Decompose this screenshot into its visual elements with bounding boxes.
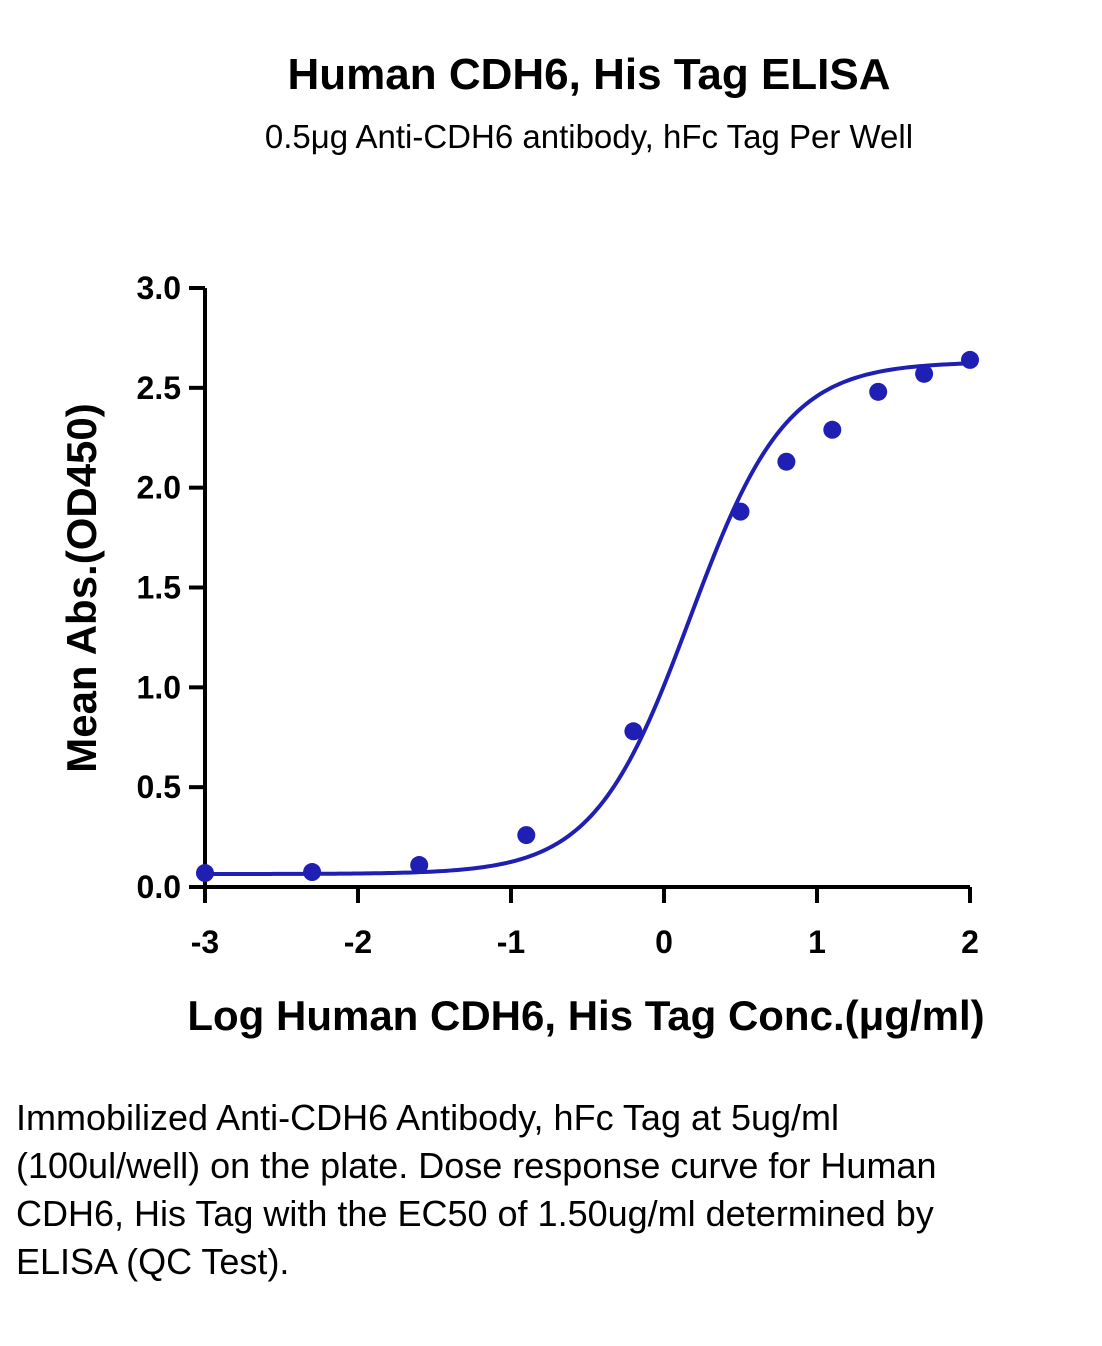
chart-title: Human CDH6, His Tag ELISA (287, 50, 891, 99)
data-point (777, 452, 796, 471)
y-tick-label: 1.5 (137, 570, 181, 606)
y-tick-label: 2.5 (137, 370, 181, 406)
data-point (869, 382, 888, 401)
data-point (624, 722, 643, 741)
y-tick-label: 3.0 (137, 270, 181, 306)
y-tick-label: 0.5 (137, 769, 181, 805)
ticks: 0.0 0.5 1.0 1.5 2.0 2.5 3.0 -3 -2 -1 0 1 2 (137, 270, 979, 960)
data-point (517, 826, 536, 845)
data-point (915, 364, 934, 383)
data-point (303, 863, 322, 882)
figure-caption: Immobilized Anti-CDH6 Antibody, hFc Tag … (16, 1097, 937, 1282)
y-tick-label: 2.0 (137, 470, 181, 506)
data-point (731, 502, 750, 521)
x-tick-label: 2 (961, 924, 979, 960)
chart-subtitle: 0.5μg Anti-CDH6 antibody, hFc Tag Per We… (264, 118, 914, 155)
fit-curve (205, 361, 971, 876)
data-point (961, 350, 979, 369)
x-tick-label: -3 (191, 924, 219, 960)
data-point (410, 856, 429, 875)
x-axis-label: Log Human CDH6, His Tag Conc.(μg/ml) (187, 992, 984, 1039)
x-tick-label: 0 (655, 924, 673, 960)
y-axis-label: Mean Abs.(OD450) (58, 403, 105, 773)
x-tick-label: -2 (344, 924, 372, 960)
x-tick-label: -1 (497, 924, 525, 960)
y-tick-label: 1.0 (137, 669, 181, 705)
chart-plot: 0.0 0.5 1.0 1.5 2.0 2.5 3.0 -3 -2 -1 0 1 2 Log Human… (58, 270, 985, 1039)
y-tick-label: 0.0 (137, 869, 181, 905)
data-point (196, 864, 214, 883)
data-points (196, 350, 979, 883)
data-point (823, 420, 842, 439)
x-tick-label: 1 (808, 924, 826, 960)
